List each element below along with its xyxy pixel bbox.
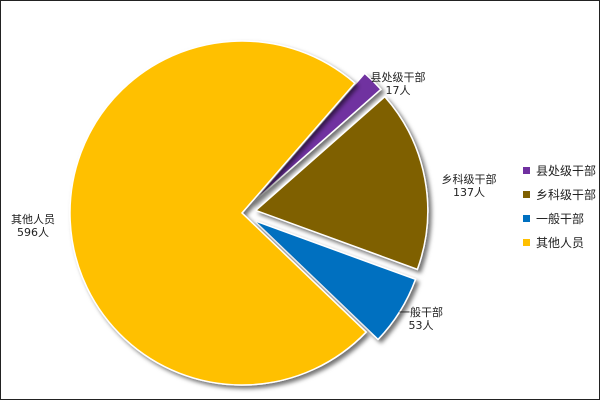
- data-label-value: 596人: [17, 226, 49, 239]
- legend-label: 其他人员: [536, 235, 585, 250]
- legend-swatch: [523, 166, 530, 174]
- pie-slice: [254, 95, 429, 271]
- legend-item: 一般干部: [523, 206, 596, 230]
- legend: 县处级干部乡科级干部一般干部其他人员: [523, 158, 596, 254]
- legend-item: 乡科级干部: [523, 182, 596, 206]
- data-label-value: 137人: [453, 186, 485, 199]
- legend-swatch: [523, 214, 530, 222]
- data-label-category: 其他人员: [11, 213, 55, 226]
- pie-slice: [253, 219, 417, 341]
- legend-swatch: [523, 238, 530, 246]
- data-label-category: 一般干部: [399, 305, 443, 319]
- pie-slice: [251, 72, 382, 204]
- legend-item: 县处级干部: [523, 158, 596, 182]
- legend-label: 乡科级干部: [536, 187, 597, 202]
- legend-item: 其他人员: [523, 230, 596, 254]
- legend-label: 县处级干部: [536, 163, 597, 178]
- legend-label: 一般干部: [536, 211, 585, 226]
- data-label-category: 乡科级干部: [442, 172, 497, 186]
- data-label-category: 县处级干部: [371, 70, 426, 84]
- data-label-value: 17人: [386, 84, 411, 97]
- data-label-value: 53人: [409, 319, 434, 332]
- pie-slice: [69, 40, 368, 386]
- legend-swatch: [523, 190, 530, 198]
